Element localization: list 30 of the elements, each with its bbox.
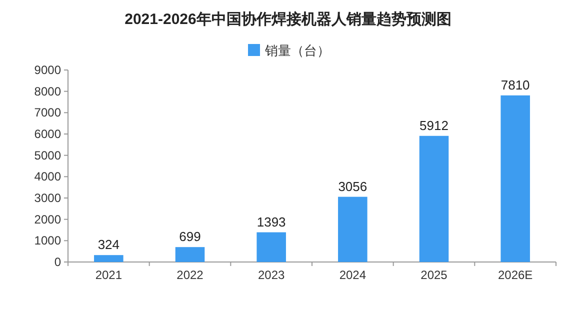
- y-tick-label: 6000: [34, 127, 62, 141]
- bar: [256, 232, 286, 262]
- bar: [94, 255, 124, 262]
- data-label: 5912: [420, 118, 448, 133]
- y-tick-label: 9000: [34, 63, 62, 77]
- data-label: 699: [179, 229, 201, 244]
- y-tick-label: 1000: [34, 234, 62, 248]
- y-tick-label: 8000: [34, 84, 62, 98]
- x-tick-label: 2021: [95, 268, 122, 282]
- bar: [175, 247, 205, 262]
- data-label: 1393: [256, 214, 286, 230]
- x-tick-label: 2022: [176, 268, 204, 282]
- x-tick-label: 2025: [420, 268, 448, 282]
- y-tick-label: 3000: [34, 191, 62, 205]
- bar: [500, 95, 530, 262]
- x-tick-label: 2023: [258, 268, 286, 282]
- y-tick-label: 2000: [34, 212, 62, 226]
- legend-label: 销量（台）: [264, 43, 330, 58]
- y-tick-label: 5000: [34, 148, 62, 162]
- chart-title: 2021-2026年中国协作焊接机器人销量趋势预测图: [124, 11, 452, 28]
- y-tick-label: 4000: [34, 170, 62, 184]
- data-label: 324: [98, 237, 120, 252]
- x-tick-label: 2026E: [498, 268, 533, 282]
- y-tick-label: 7000: [34, 106, 62, 120]
- data-label: 3056: [338, 178, 368, 194]
- data-label: 7810: [500, 77, 530, 92]
- bar: [338, 196, 368, 262]
- y-tick-label: 0: [54, 255, 62, 269]
- bar: [419, 136, 449, 262]
- x-tick-label: 2024: [339, 268, 366, 282]
